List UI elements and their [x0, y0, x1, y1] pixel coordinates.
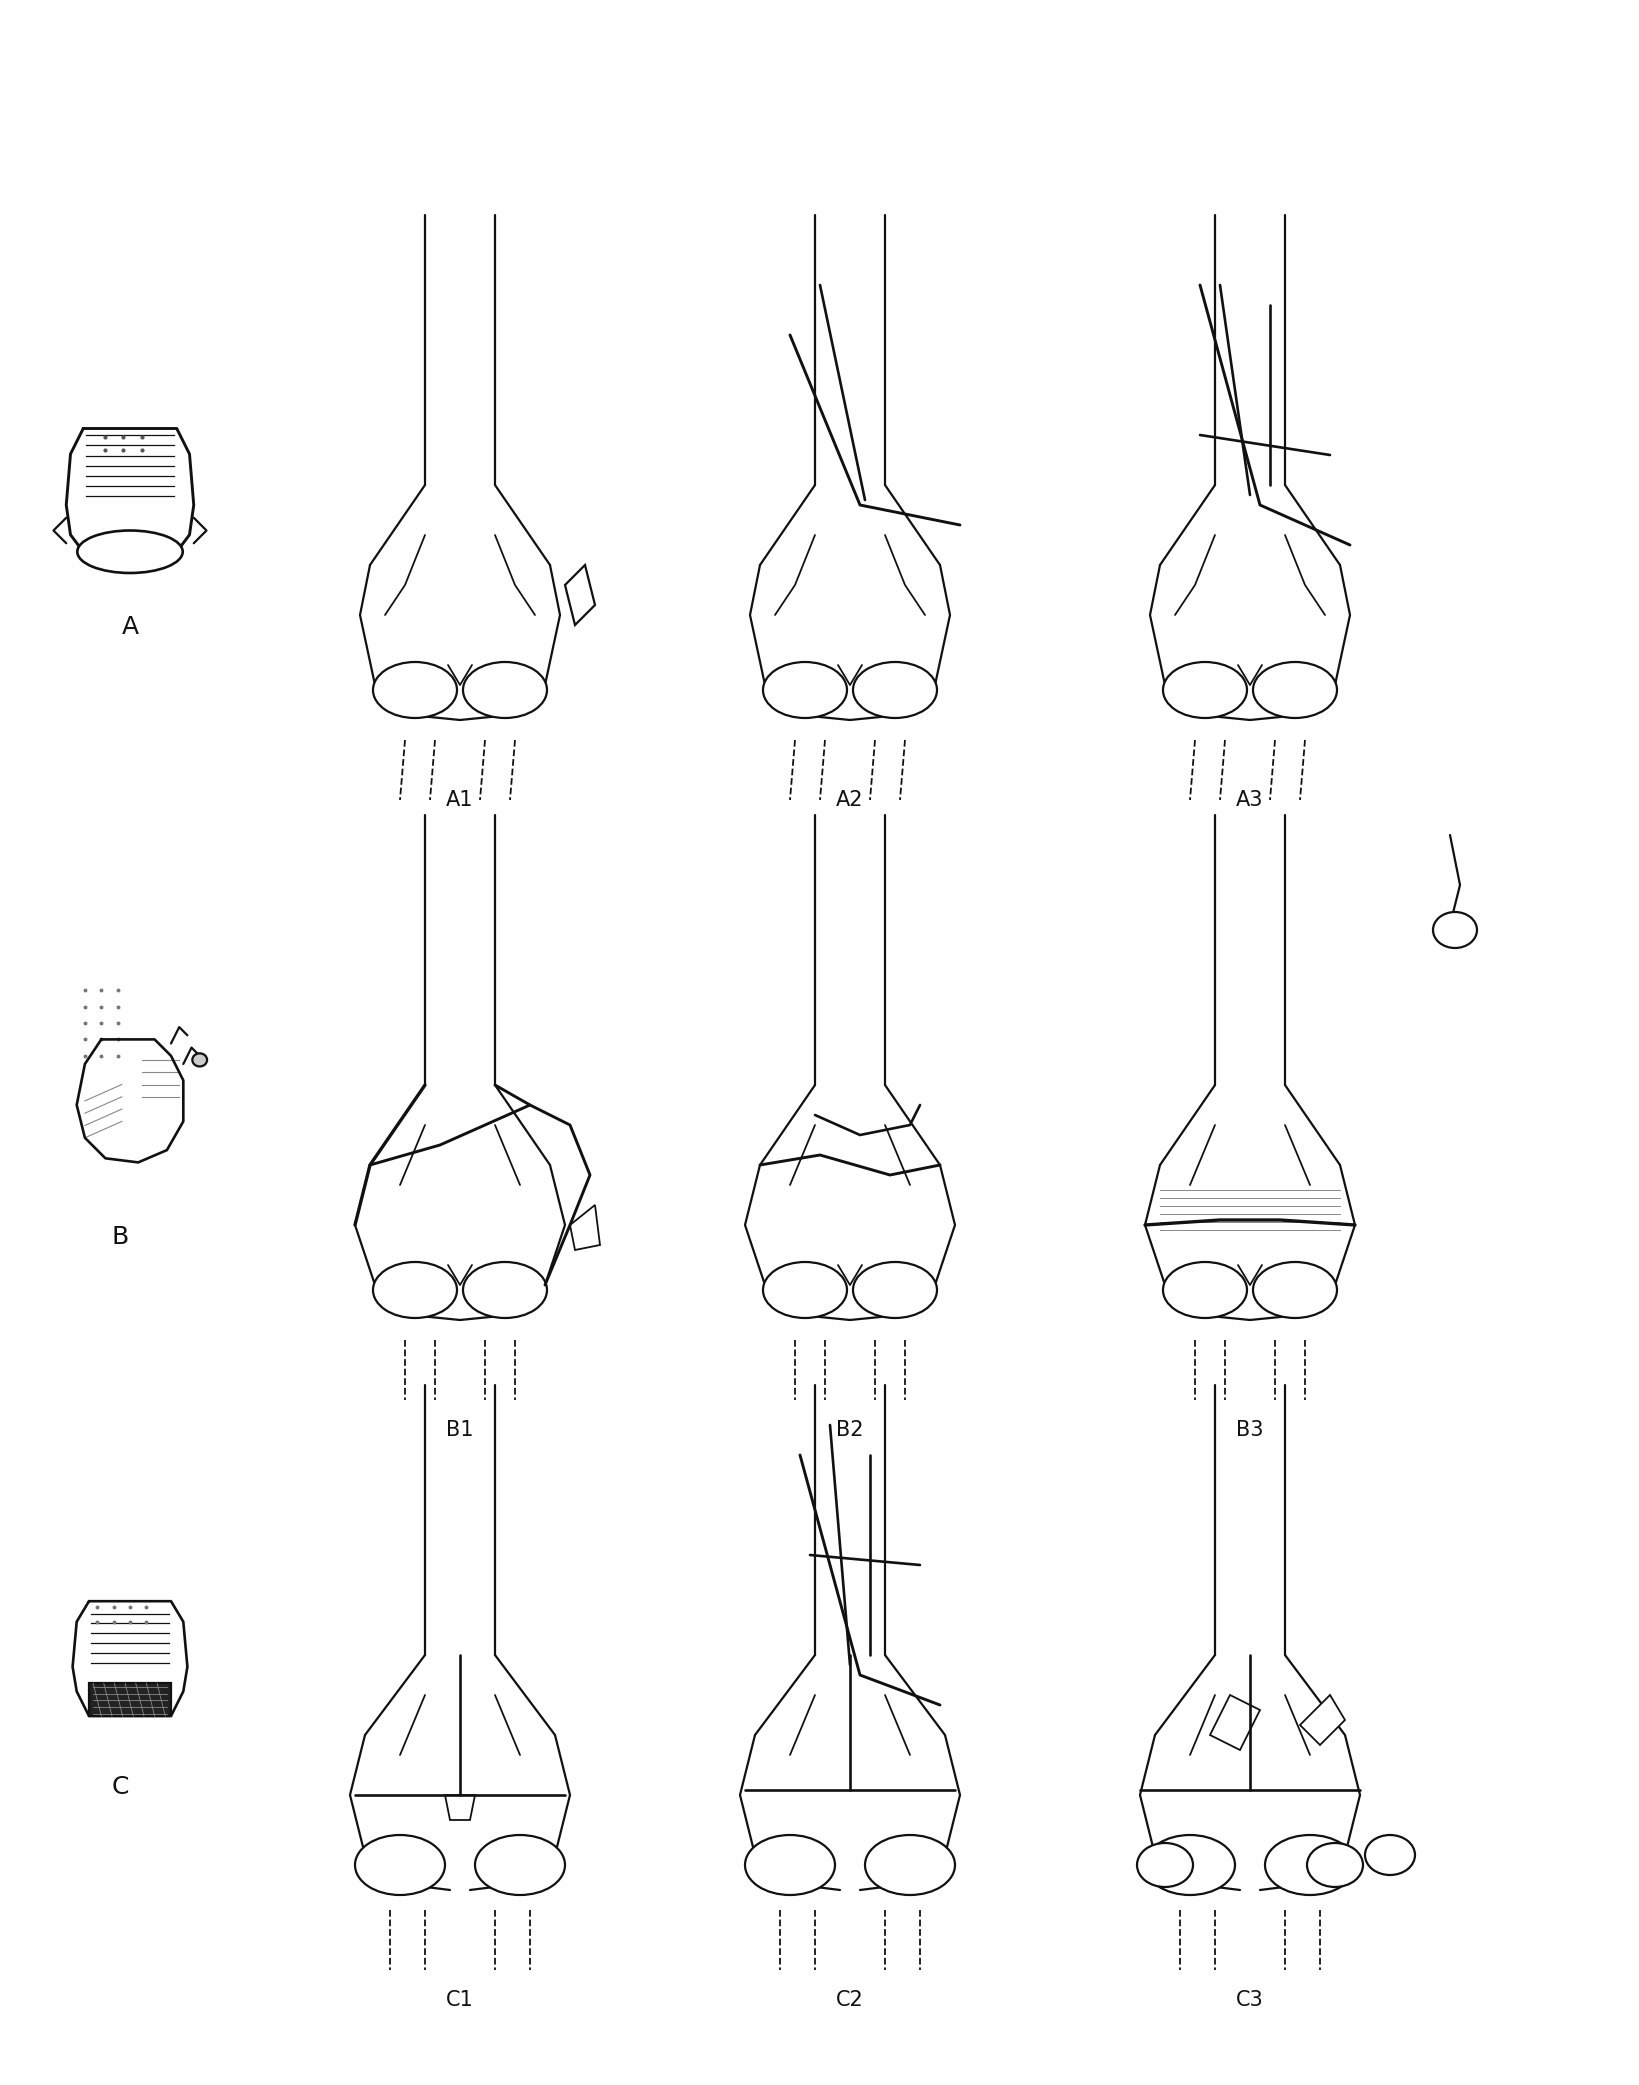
- Text: C1: C1: [446, 1989, 474, 2010]
- Ellipse shape: [1432, 911, 1477, 949]
- Ellipse shape: [852, 663, 936, 717]
- Text: B: B: [111, 1226, 128, 1249]
- Text: C: C: [111, 1774, 128, 1799]
- Text: B3: B3: [1236, 1420, 1264, 1441]
- Text: B1: B1: [446, 1420, 474, 1441]
- Ellipse shape: [372, 663, 457, 717]
- Polygon shape: [1300, 1695, 1344, 1745]
- Ellipse shape: [475, 1835, 565, 1895]
- Text: A3: A3: [1236, 790, 1264, 809]
- Text: A1: A1: [446, 790, 474, 809]
- Ellipse shape: [462, 663, 547, 717]
- Text: C2: C2: [836, 1989, 864, 2010]
- Ellipse shape: [1144, 1835, 1234, 1895]
- Ellipse shape: [1136, 1843, 1192, 1887]
- Ellipse shape: [864, 1835, 954, 1895]
- Ellipse shape: [372, 1261, 457, 1318]
- Ellipse shape: [1306, 1843, 1362, 1887]
- Ellipse shape: [744, 1835, 834, 1895]
- Ellipse shape: [1162, 663, 1246, 717]
- Text: A: A: [121, 615, 138, 638]
- Polygon shape: [565, 565, 595, 626]
- Polygon shape: [1210, 1695, 1259, 1749]
- Ellipse shape: [1162, 1261, 1246, 1318]
- Text: C3: C3: [1236, 1989, 1264, 2010]
- Ellipse shape: [192, 1053, 207, 1065]
- Ellipse shape: [762, 663, 846, 717]
- Ellipse shape: [354, 1835, 444, 1895]
- Ellipse shape: [1364, 1835, 1414, 1874]
- Ellipse shape: [852, 1261, 936, 1318]
- Ellipse shape: [1252, 663, 1336, 717]
- Ellipse shape: [1252, 1261, 1336, 1318]
- Ellipse shape: [462, 1261, 547, 1318]
- Ellipse shape: [762, 1261, 846, 1318]
- Text: B2: B2: [836, 1420, 864, 1441]
- Ellipse shape: [1264, 1835, 1354, 1895]
- Ellipse shape: [77, 530, 182, 573]
- Text: A2: A2: [836, 790, 864, 809]
- Polygon shape: [444, 1795, 475, 1820]
- Polygon shape: [570, 1205, 600, 1251]
- Polygon shape: [89, 1683, 170, 1716]
